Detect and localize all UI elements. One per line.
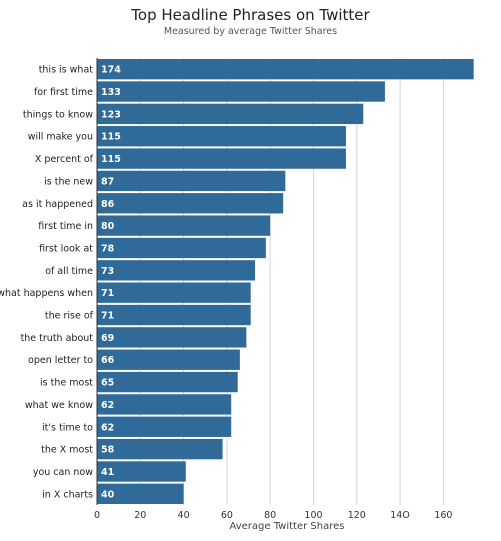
bar-value-label: 71 <box>101 288 114 299</box>
bar <box>97 416 232 437</box>
x-tick-label: 100 <box>304 510 322 521</box>
bar <box>97 59 474 80</box>
bar <box>97 304 251 326</box>
x-tick-label: 160 <box>434 510 452 521</box>
bar-value-label: 87 <box>101 176 114 187</box>
bar <box>97 483 184 504</box>
bar-value-label: 115 <box>101 132 121 143</box>
category-label: first look at <box>39 243 93 254</box>
x-tick-label: 14O <box>390 510 410 521</box>
category-label: it's time to <box>42 422 93 433</box>
bar <box>97 394 232 415</box>
bar <box>97 260 256 281</box>
bar <box>97 461 186 482</box>
bar-value-label: 66 <box>101 355 115 366</box>
bar-value-label: 40 <box>101 489 115 500</box>
bar-value-label: 62 <box>101 422 114 433</box>
category-label: will make you <box>28 132 93 143</box>
category-label: this is what <box>39 65 94 76</box>
bar <box>97 170 286 192</box>
x-tick-label: 40 <box>178 510 190 521</box>
bar <box>97 81 385 102</box>
chart-subtitle: Measured by average Twitter Shares <box>163 26 338 37</box>
bar <box>97 215 271 236</box>
x-tick-label: 60 <box>221 510 233 521</box>
bar-value-label: 62 <box>101 400 114 411</box>
bar <box>97 327 247 348</box>
category-label: first time in <box>38 221 93 232</box>
category-label: the rise of <box>45 311 94 322</box>
category-label: in X charts <box>42 489 93 500</box>
category-label: the X most <box>41 445 93 456</box>
bar <box>97 438 223 460</box>
bar-value-label: 133 <box>101 87 121 98</box>
bar-value-label: 41 <box>101 467 114 478</box>
x-tick-label: 20 <box>134 510 146 521</box>
category-label: X percent of <box>35 154 94 165</box>
category-label: of all time <box>45 266 93 277</box>
bar-value-label: 69 <box>101 333 114 344</box>
bar <box>97 349 240 370</box>
bar-value-label: 58 <box>101 445 115 456</box>
bar-value-label: 65 <box>101 378 114 389</box>
category-label: you can now <box>33 467 93 478</box>
x-axis-label: Average Twitter Shares <box>229 521 345 532</box>
x-tick-label: 80 <box>264 510 276 521</box>
chart-title: Top Headline Phrases on Twitter <box>131 6 370 24</box>
category-label: the truth about <box>21 333 94 344</box>
bar <box>97 237 266 259</box>
bar <box>97 126 346 147</box>
category-label: is the new <box>44 176 93 187</box>
bar-value-label: 123 <box>101 109 121 120</box>
bar <box>97 193 284 214</box>
bar <box>97 282 251 303</box>
bar-value-label: 115 <box>101 154 121 165</box>
category-label: things to know <box>23 109 93 120</box>
bar <box>97 148 346 169</box>
bar-value-label: 174 <box>101 65 121 76</box>
x-tick-label: 120 <box>348 510 366 521</box>
category-label: for first time <box>34 87 93 98</box>
bar-value-label: 78 <box>101 243 115 254</box>
x-tick-label: 0 <box>94 510 100 521</box>
bar-value-label: 71 <box>101 311 114 322</box>
bar <box>97 103 364 125</box>
category-label: as it happened <box>22 199 93 210</box>
bar-value-label: 73 <box>101 266 114 277</box>
category-label: is the most <box>40 378 93 389</box>
category-label: what we know <box>25 400 93 411</box>
bar-value-label: 80 <box>101 221 115 232</box>
category-label: open letter to <box>28 355 93 366</box>
bar <box>97 371 238 393</box>
bar-value-label: 86 <box>101 199 115 210</box>
category-label: what happens when <box>0 288 93 299</box>
